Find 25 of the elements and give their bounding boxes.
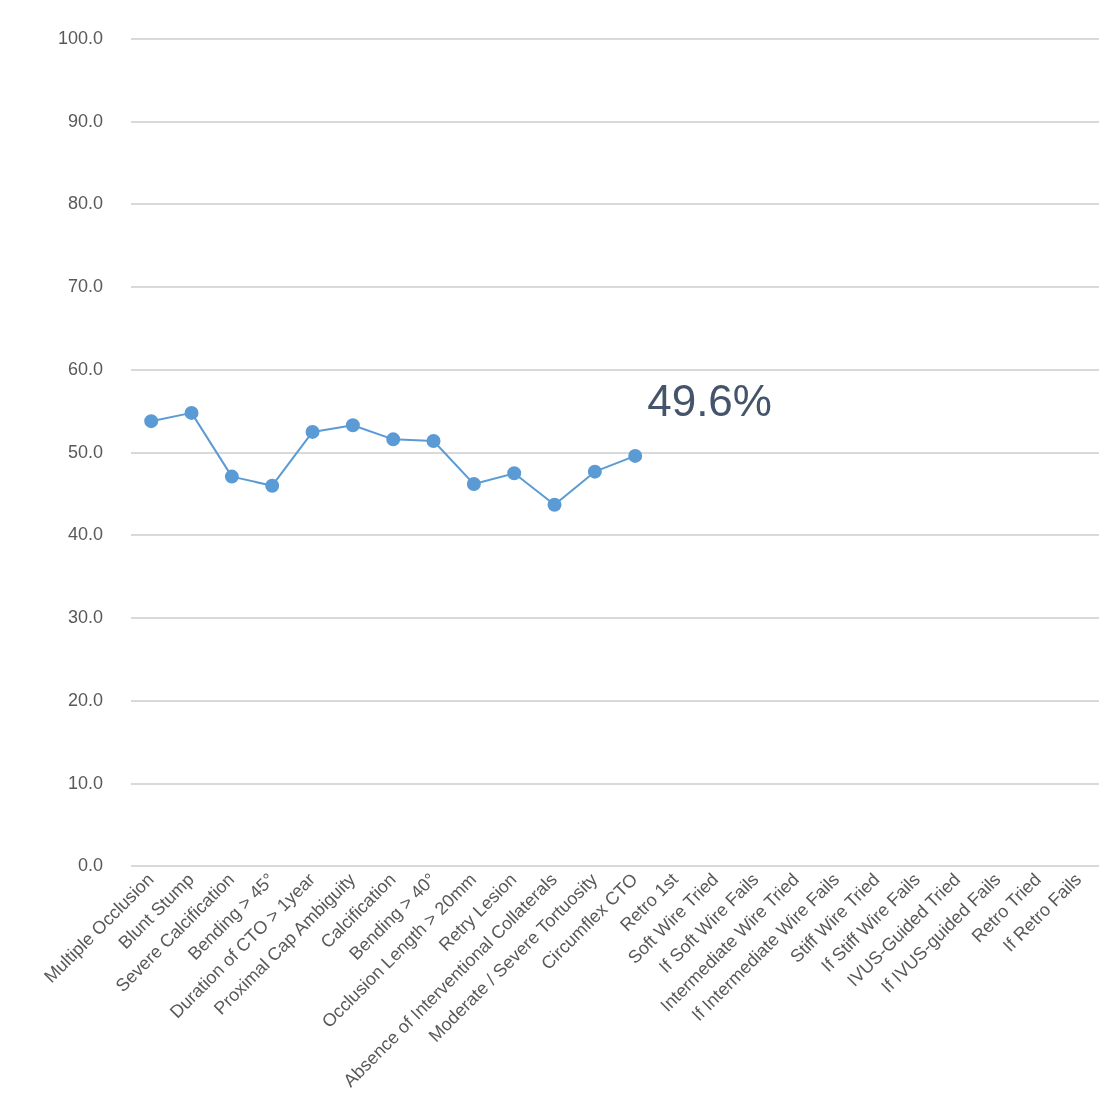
y-tick-label: 50.0: [68, 441, 104, 462]
y-tick-label: 0.0: [78, 855, 104, 876]
point: [184, 405, 199, 420]
y-tick-label: 80.0: [68, 193, 104, 214]
y-tick-label: 100.0: [58, 27, 104, 48]
y-tick-label: 10.0: [68, 772, 104, 793]
point: [466, 477, 481, 492]
point: [547, 497, 562, 512]
y-tick-label: 70.0: [68, 276, 104, 297]
point: [345, 418, 360, 433]
point: [587, 464, 602, 479]
y-tick-label: 30.0: [68, 607, 104, 628]
point: [628, 448, 643, 463]
y-tick-label: 40.0: [68, 524, 104, 545]
point: [305, 424, 320, 439]
point: [144, 414, 159, 429]
point: [224, 469, 239, 484]
y-tick-label: 60.0: [68, 358, 104, 379]
point: [426, 434, 441, 449]
point: [265, 478, 280, 493]
annotation: 49.6%: [647, 376, 772, 426]
y-tick-label: 90.0: [68, 110, 104, 131]
point: [507, 466, 522, 481]
point: [386, 432, 401, 447]
y-tick-label: 20.0: [68, 689, 104, 710]
